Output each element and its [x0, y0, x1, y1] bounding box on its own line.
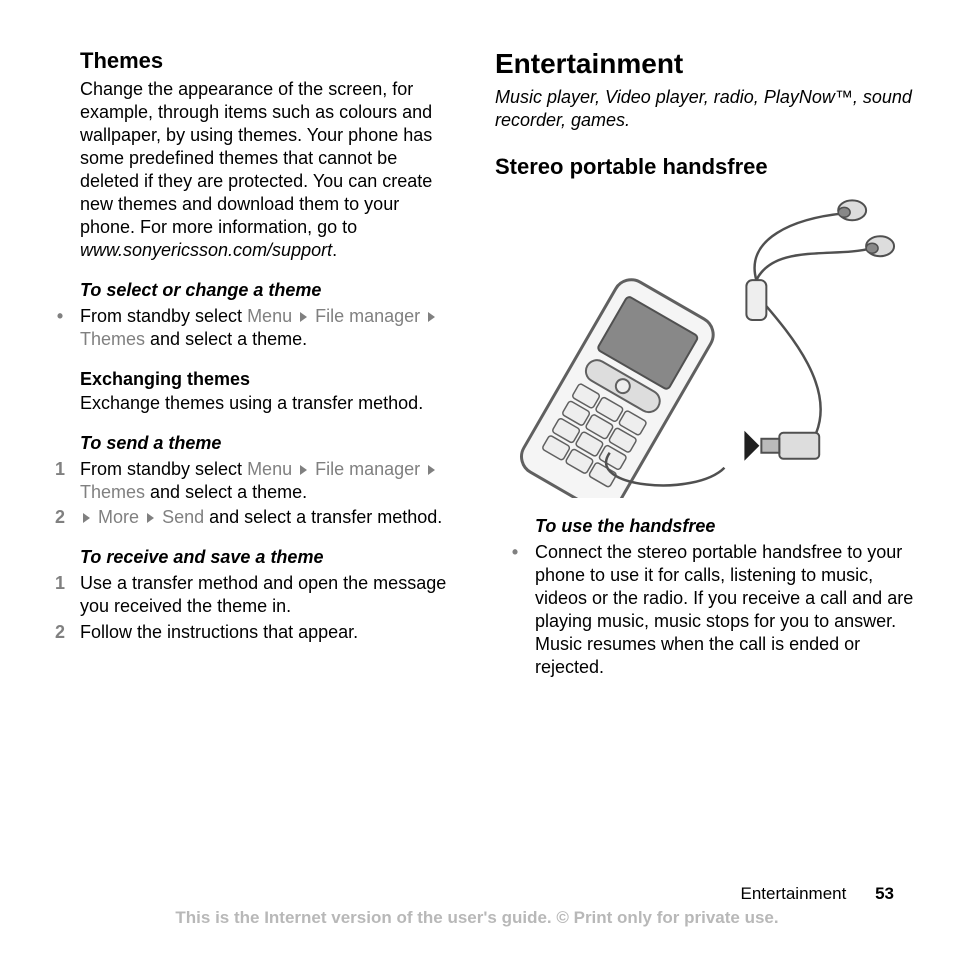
heading-receive: To receive and save a theme: [80, 547, 459, 568]
themes-url: www.sonyericsson.com/support: [80, 240, 332, 260]
footer-notice: This is the Internet version of the user…: [0, 908, 954, 928]
heading-send: To send a theme: [80, 433, 459, 454]
menu-label: Menu: [247, 459, 292, 479]
heading-use-handsfree: To use the handsfree: [535, 516, 914, 537]
footer-section-page: Entertainment 53: [0, 884, 954, 904]
page-columns: Themes Change the appearance of the scre…: [40, 48, 914, 679]
send-step-2: 2 More Send and select a transfer method…: [40, 506, 459, 529]
step-text: From standby select Menu File manager Th…: [80, 458, 459, 504]
handsfree-illustration: [495, 188, 914, 498]
bullet-marker: •: [495, 541, 535, 679]
step-number: 2: [40, 506, 80, 529]
exchanging-paragraph: Exchange themes using a transfer method.: [80, 392, 459, 415]
triangle-icon: [428, 312, 435, 322]
t: and select a theme.: [145, 482, 307, 502]
left-column: Themes Change the appearance of the scre…: [40, 48, 459, 679]
step-text: Follow the instructions that appear.: [80, 621, 459, 644]
themes-text-b: .: [332, 240, 337, 260]
t: and select a transfer method.: [204, 507, 442, 527]
more-label: More: [98, 507, 139, 527]
filemanager-label: File manager: [315, 459, 420, 479]
step-text: Use a transfer method and open the messa…: [80, 572, 459, 618]
send-step-1: 1 From standby select Menu File manager …: [40, 458, 459, 504]
step-number: 1: [40, 458, 80, 504]
send-label: Send: [162, 507, 204, 527]
t: and select a theme.: [145, 329, 307, 349]
footer-section: Entertainment: [741, 884, 847, 903]
bullet-select-change: • From standby select Menu File manager …: [40, 305, 459, 351]
themes-label: Themes: [80, 329, 145, 349]
menu-label: Menu: [247, 306, 292, 326]
triangle-icon: [428, 465, 435, 475]
bullet-text: From standby select Menu File manager Th…: [80, 305, 459, 351]
heading-stereo: Stereo portable handsfree: [495, 154, 914, 180]
bullet-use-handsfree: • Connect the stereo portable handsfree …: [495, 541, 914, 679]
t: From standby select: [80, 306, 247, 326]
themes-text-a: Change the appearance of the screen, for…: [80, 79, 432, 237]
bullet-marker: •: [40, 305, 80, 351]
step-number: 1: [40, 572, 80, 618]
page-footer: Entertainment 53 This is the Internet ve…: [0, 884, 954, 928]
triangle-icon: [147, 513, 154, 523]
triangle-icon: [300, 465, 307, 475]
t: From standby select: [80, 459, 247, 479]
heading-entertainment: Entertainment: [495, 48, 914, 80]
triangle-icon: [83, 513, 90, 523]
footer-page-number: 53: [875, 884, 894, 903]
filemanager-label: File manager: [315, 306, 420, 326]
step-number: 2: [40, 621, 80, 644]
heading-themes: Themes: [80, 48, 459, 74]
heading-select-change: To select or change a theme: [80, 280, 459, 301]
heading-exchanging: Exchanging themes: [80, 369, 459, 390]
receive-step-1: 1 Use a transfer method and open the mes…: [40, 572, 459, 618]
receive-step-2: 2 Follow the instructions that appear.: [40, 621, 459, 644]
themes-label: Themes: [80, 482, 145, 502]
phone-headset-icon: [495, 188, 914, 498]
triangle-icon: [300, 312, 307, 322]
themes-paragraph: Change the appearance of the screen, for…: [80, 78, 459, 262]
entertainment-subtitle: Music player, Video player, radio, PlayN…: [495, 86, 914, 132]
bullet-text: Connect the stereo portable handsfree to…: [535, 541, 914, 679]
right-column: Entertainment Music player, Video player…: [495, 48, 914, 679]
step-text: More Send and select a transfer method.: [80, 506, 459, 529]
